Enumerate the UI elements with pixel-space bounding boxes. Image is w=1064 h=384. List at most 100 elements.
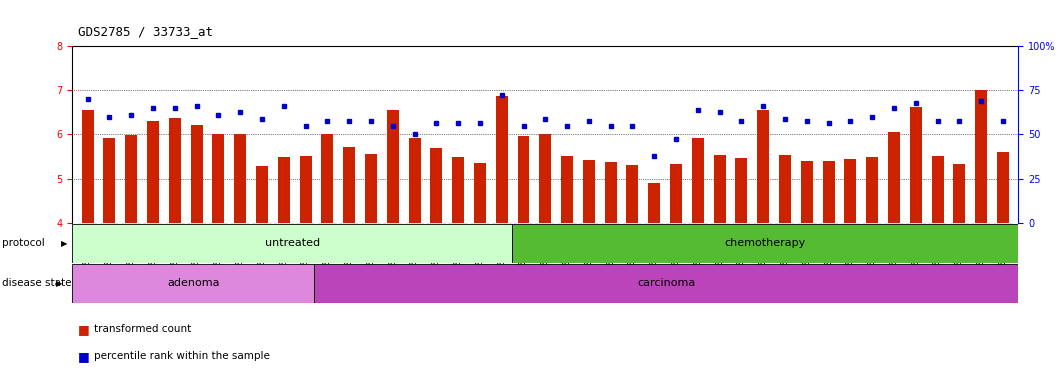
Bar	[296, 223, 315, 224]
Text: GSM180646: GSM180646	[519, 223, 528, 269]
Text: carcinoma: carcinoma	[637, 278, 696, 288]
Bar	[604, 162, 617, 223]
Bar	[365, 154, 377, 223]
Bar	[710, 223, 730, 224]
Text: GSM180635: GSM180635	[279, 223, 288, 269]
Bar	[231, 223, 250, 224]
Text: GSM180644: GSM180644	[476, 223, 484, 269]
Bar	[321, 134, 333, 223]
Text: GSM180640: GSM180640	[388, 223, 397, 269]
Bar	[273, 223, 294, 224]
Text: percentile rank within the sample: percentile rank within the sample	[94, 351, 269, 361]
Bar	[187, 223, 206, 224]
Text: ▶: ▶	[61, 239, 67, 248]
Bar	[583, 160, 595, 223]
Bar	[779, 155, 791, 223]
Bar	[888, 132, 900, 223]
Text: ■: ■	[78, 323, 89, 336]
Bar	[822, 161, 834, 223]
Text: GSM180661: GSM180661	[846, 223, 855, 269]
Text: GSM180648: GSM180648	[563, 223, 571, 269]
Bar	[692, 138, 704, 223]
Bar	[147, 121, 159, 223]
Bar	[386, 110, 399, 223]
Bar	[910, 107, 921, 223]
Text: GSM180631: GSM180631	[193, 223, 201, 269]
Text: GSM180641: GSM180641	[410, 223, 419, 269]
Bar	[753, 223, 774, 224]
Text: GSM180627: GSM180627	[105, 223, 114, 269]
Text: GSM180667: GSM180667	[977, 223, 985, 269]
Bar	[470, 223, 489, 224]
Text: GSM180653: GSM180653	[671, 223, 681, 269]
Bar	[645, 223, 664, 224]
Bar	[144, 223, 163, 224]
Text: GSM180660: GSM180660	[825, 223, 833, 269]
Bar	[72, 264, 314, 303]
Text: GSM180643: GSM180643	[453, 223, 463, 269]
Bar	[648, 183, 661, 223]
Text: GSM180658: GSM180658	[781, 223, 789, 269]
Text: GSM180666: GSM180666	[954, 223, 964, 269]
Bar	[339, 223, 359, 224]
Text: GSM180659: GSM180659	[802, 223, 812, 269]
Bar	[884, 223, 903, 224]
Text: GSM180626: GSM180626	[83, 223, 93, 269]
Bar	[801, 161, 813, 223]
Text: GSM180639: GSM180639	[366, 223, 376, 269]
Bar	[512, 224, 1018, 263]
Bar	[409, 138, 420, 223]
Bar	[361, 223, 381, 224]
Bar	[666, 223, 686, 224]
Bar	[82, 110, 94, 223]
Bar	[100, 223, 119, 224]
Bar	[863, 223, 882, 224]
Text: disease state: disease state	[2, 278, 71, 288]
Bar	[732, 223, 751, 224]
Bar	[300, 156, 312, 223]
Text: GSM180642: GSM180642	[432, 223, 440, 269]
Text: GSM180630: GSM180630	[170, 223, 180, 269]
Bar	[344, 147, 355, 223]
Text: GSM180628: GSM180628	[127, 223, 136, 269]
Bar	[492, 223, 512, 224]
Bar	[539, 134, 551, 223]
Text: protocol: protocol	[2, 238, 45, 248]
Bar	[971, 223, 991, 224]
Bar	[601, 223, 620, 224]
Text: GSM180668: GSM180668	[998, 223, 1008, 269]
Bar	[993, 223, 1013, 224]
Text: GSM180655: GSM180655	[715, 223, 725, 269]
Text: GSM180650: GSM180650	[606, 223, 615, 269]
Text: GSM180649: GSM180649	[584, 223, 594, 269]
Text: GSM180638: GSM180638	[345, 223, 353, 269]
Bar	[121, 223, 142, 224]
Bar	[907, 223, 926, 224]
Text: GSM180632: GSM180632	[214, 223, 222, 269]
Bar	[209, 223, 228, 224]
Text: GSM180662: GSM180662	[868, 223, 877, 269]
Bar	[103, 138, 115, 223]
Bar	[797, 223, 817, 224]
Bar	[514, 223, 533, 224]
Bar	[430, 147, 443, 223]
Bar	[404, 223, 425, 224]
Bar	[714, 155, 726, 223]
Bar	[427, 223, 446, 224]
Bar	[190, 125, 202, 223]
Bar	[252, 223, 271, 224]
Bar	[278, 157, 289, 223]
Bar	[72, 224, 512, 263]
Text: adenoma: adenoma	[167, 278, 219, 288]
Text: GSM180656: GSM180656	[737, 223, 746, 269]
Bar	[234, 134, 246, 223]
Text: untreated: untreated	[265, 238, 320, 248]
Bar	[841, 223, 860, 224]
Text: ■: ■	[78, 350, 89, 363]
Text: GSM180665: GSM180665	[933, 223, 942, 269]
Bar	[558, 223, 577, 224]
Text: ▶: ▶	[56, 279, 63, 288]
Text: chemotherapy: chemotherapy	[725, 238, 805, 248]
Bar	[126, 135, 137, 223]
Bar	[256, 166, 268, 223]
